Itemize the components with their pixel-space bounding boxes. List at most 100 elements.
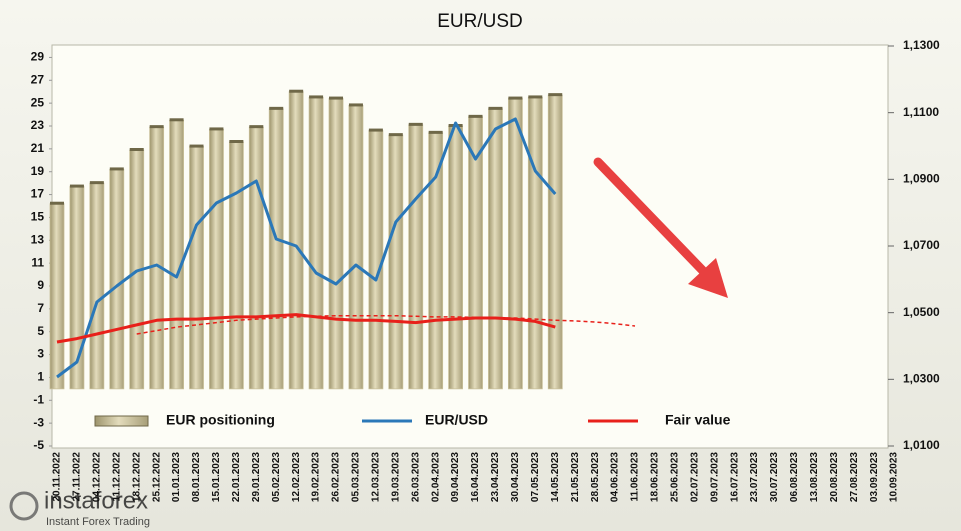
y2-tick-label: 1,0900 [903,172,940,186]
x-tick-label: 01.01.2023 [171,452,182,502]
bar [228,141,244,390]
bar-cap [289,89,304,93]
bar [109,169,125,390]
bar [268,108,284,390]
y2-tick-label: 1,1100 [903,105,939,119]
x-tick-label: 06.08.2023 [789,452,800,502]
x-tick-label: 10.09.2023 [889,452,900,502]
bar-cap [548,93,563,97]
x-tick-label: 18.06.2023 [650,452,661,502]
y-tick-label: 27 [31,72,45,86]
x-tick-label: 02.04.2023 [430,452,441,502]
bar-cap [528,95,543,99]
x-tick-label: 09.07.2023 [709,452,720,502]
line [56,313,556,344]
y-tick-label: 23 [31,118,45,132]
bar-cap [329,96,344,100]
x-tick-label: 28.05.2023 [590,452,601,502]
x-tick-label: 04.06.2023 [610,452,621,502]
bar [49,203,65,390]
x-tick-label: 11.12.2022 [111,452,122,502]
x-tick-label: 20.11.2022 [52,452,63,502]
x-tick-label: 21.05.2023 [570,452,581,502]
chart-layer: -5-3-113579111315171921232527291,01001,0… [31,38,940,502]
bar-cap [169,118,184,122]
x-tick-label: 15.01.2023 [211,452,222,502]
bar-cap [348,103,363,107]
x-tick-label: 12.02.2023 [291,452,302,502]
bar [328,98,344,390]
bar [527,97,543,390]
x-tick-label: 23.04.2023 [490,452,501,502]
bar-cap [309,95,324,99]
x-tick-label: 12.03.2023 [371,452,382,502]
legend-swatch [94,415,149,427]
bar-cap [408,122,423,126]
y2-tick-label: 1,0100 [903,438,940,452]
y-tick-label: -3 [33,415,44,429]
x-tick-label: 30.07.2023 [769,452,780,502]
line [56,117,557,379]
bar [507,98,523,390]
bar-cap [129,148,144,151]
bar [368,130,384,390]
x-tick-label: 26.03.2023 [410,452,421,502]
y-tick-label: 29 [31,50,45,64]
x-tick-label: 26.02.2023 [331,452,342,502]
annotation-arrow [593,157,728,298]
y2-tick-label: 1,0700 [903,238,940,252]
y-tick-label: 3 [37,347,44,361]
x-tick-label: 05.03.2023 [351,452,362,502]
x-tick-label: 07.05.2023 [530,452,541,502]
bar-cap [149,125,164,129]
x-tick-label: 11.06.2023 [630,452,641,502]
bar [488,108,503,390]
bar [149,126,165,390]
x-tick-label: 16.07.2023 [729,452,740,502]
x-tick-label: 08.01.2023 [191,452,202,502]
logo-tagline: Instant Forex Trading [46,516,150,528]
bar-cap [189,144,204,148]
x-tick-label: 05.02.2023 [271,452,282,502]
bar [348,105,364,390]
y2-tick-label: 1,1300 [903,38,940,52]
bar-cap [428,130,443,134]
x-tick-label: 02.07.2023 [689,452,700,502]
bar-cap [69,184,84,188]
bar-cap [388,133,403,137]
x-tick-label: 14.05.2023 [550,452,561,502]
bar-cap [368,128,383,132]
y-tick-label: 21 [31,141,45,155]
legend-label: EUR/USD [425,412,488,428]
chart-title: EUR/USD [437,11,523,32]
bar-cap [209,127,224,131]
x-tick-label: 23.07.2023 [749,452,760,502]
bar-cap [468,114,483,118]
x-tick-label: 27.11.2022 [72,452,83,502]
bar-cap [269,106,284,110]
y-tick-label: 7 [37,301,44,315]
bar-cap [109,167,124,171]
y-tick-label: 25 [31,95,45,109]
bar [169,119,184,390]
bar [408,124,424,390]
legend-label: Fair value [665,412,731,428]
y-tick-label: -5 [33,438,44,452]
y-tick-label: 1 [37,370,44,384]
x-tick-label: 25.12.2022 [151,452,162,502]
y-tick-label: 15 [31,210,45,224]
x-tick-label: 09.04.2023 [450,452,461,502]
bar [248,126,264,390]
x-tick-label: 20.08.2023 [829,452,840,502]
x-tick-label: 29.01.2023 [251,452,262,502]
y2-tick-label: 1,0500 [903,305,940,319]
x-tick-label: 30.04.2023 [510,452,521,502]
x-tick-label: 18.12.2022 [131,452,142,502]
x-tick-label: 25.06.2023 [669,452,680,502]
y-tick-label: 13 [31,232,45,246]
bar-cap [89,181,104,185]
y-tick-label: 5 [37,324,44,338]
y2-tick-label: 1,0300 [903,372,940,386]
